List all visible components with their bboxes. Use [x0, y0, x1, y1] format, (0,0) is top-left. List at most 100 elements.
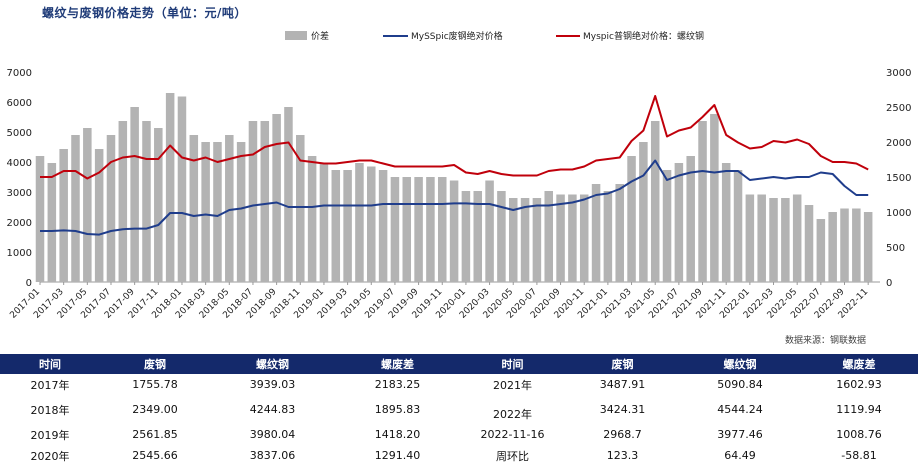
cell-time: 2018年	[30, 403, 70, 417]
header-time-1: 时间	[0, 354, 100, 374]
rebar-price-line	[40, 95, 869, 180]
spread-bar	[201, 142, 210, 282]
spread-bar	[378, 170, 388, 282]
spread-bar	[698, 121, 707, 282]
spread-bar	[130, 107, 139, 282]
left-tick-label: 1000	[7, 248, 32, 259]
cell-scrap: 1755.78	[132, 378, 178, 391]
cell-rebar: 4244.83	[249, 403, 296, 416]
chart-title: 螺纹与废钢价格走势（单位：元/吨）	[42, 6, 247, 20]
scrap-price-line	[40, 159, 869, 236]
cell-scrap-change: 123.3	[606, 449, 639, 462]
cell-time: 2021年	[493, 378, 532, 392]
legend-rebar-label: Myspic普钢绝对价格：螺纹钢	[583, 30, 704, 42]
cell-scrap: 3424.31	[599, 403, 646, 416]
cell-time: 2022-11-16	[480, 428, 545, 441]
left-tick-label: 3000	[7, 188, 32, 199]
left-tick-label: 7000	[7, 68, 32, 79]
spread-bar	[544, 191, 553, 282]
spread-bar	[508, 198, 518, 282]
spread-bar	[71, 135, 80, 282]
spread-bar	[402, 177, 412, 282]
cell-time: 2019年	[30, 428, 70, 442]
spread-bar	[568, 194, 577, 282]
right-tick-label: 2000	[886, 138, 911, 149]
cell-spread: 1008.76	[836, 428, 882, 441]
cell-scrap: 3487.91	[599, 378, 646, 391]
spread-bar	[603, 191, 613, 282]
spread-bar	[591, 184, 601, 282]
spread-bar	[426, 177, 435, 282]
right-tick-label: 2500	[886, 103, 911, 114]
cell-time: 2022年	[493, 407, 532, 421]
spread-bar	[260, 121, 270, 282]
spread-bar	[319, 163, 329, 282]
spread-bar	[579, 194, 589, 282]
spread-bar	[769, 198, 778, 282]
right-tick-label: 1500	[886, 173, 911, 184]
spread-bar	[804, 205, 814, 282]
header-scrap-2: 废钢	[565, 354, 680, 374]
spread-bar	[106, 135, 116, 282]
spread-bar	[650, 121, 660, 282]
left-tick-label: 2000	[7, 218, 32, 229]
spread-bar	[47, 163, 57, 282]
cell-scrap: 2561.85	[132, 428, 178, 441]
left-tick-label: 6000	[7, 98, 32, 109]
spread-bar	[59, 149, 68, 282]
spread-bar	[142, 121, 151, 282]
cell-spread: 1119.94	[836, 403, 882, 416]
right-tick-label: 500	[886, 243, 905, 254]
header-spread-1: 螺废差	[335, 354, 460, 374]
table-header-row: 时间 废钢 螺纹钢 螺废差 时间 废钢 螺纹钢 螺废差	[0, 354, 918, 374]
cell-rebar: 3980.04	[249, 428, 296, 441]
table-row: 2019年 2561.85 3980.04 1418.20 2022-11-16…	[0, 424, 918, 445]
spread-bar	[686, 156, 695, 282]
header-rebar-1: 螺纹钢	[210, 354, 335, 374]
cell-rebar: 4544.24	[717, 403, 763, 416]
cell-rebar: 3977.46	[717, 428, 763, 441]
spread-bar	[118, 121, 128, 282]
spread-bar	[863, 212, 873, 282]
spread-bar	[473, 191, 483, 282]
cell-spread: 1291.40	[374, 449, 421, 462]
right-tick-label: 3000	[886, 68, 911, 79]
table-row: 2020年 2545.66 3837.06 1291.40 周环比 123.3 …	[0, 445, 918, 466]
table-row: 2018年 2349.00 4244.83 1895.83 2022年 3424…	[0, 395, 918, 424]
cell-time: 周环比	[496, 449, 529, 463]
cell-scrap: 2968.7	[603, 428, 642, 441]
cell-rebar: 3837.06	[249, 449, 296, 462]
spread-bar	[331, 170, 341, 282]
cell-spread: 1895.83	[374, 403, 421, 416]
cell-rebar: 3939.03	[249, 378, 296, 391]
spread-bar	[639, 142, 648, 282]
spread-bar	[828, 212, 837, 282]
left-tick-label: 4000	[7, 158, 32, 169]
spread-bar	[165, 93, 175, 282]
spread-bar	[840, 208, 849, 282]
spread-bar	[757, 194, 766, 282]
spread-bar	[83, 128, 92, 282]
left-tick-label: 5000	[7, 128, 32, 139]
spread-bar	[177, 96, 187, 282]
legend-spread-label: 价差	[311, 30, 329, 42]
spread-bar	[781, 198, 790, 282]
spread-bar	[272, 114, 281, 282]
header-spread-2: 螺废差	[800, 354, 918, 374]
spread-bar	[662, 170, 672, 282]
spread-bar	[485, 180, 494, 282]
spread-bar	[556, 194, 565, 282]
spread-bar	[437, 177, 447, 282]
spread-bar	[497, 191, 506, 282]
price-chart: 价差 MySSpic废钢绝对价格 Myspic普钢绝对价格：螺纹钢 0 1000 2000…	[7, 30, 912, 321]
spread-bar	[94, 149, 104, 282]
cell-time: 2017年	[30, 378, 70, 392]
cell-spread: 2183.25	[374, 378, 421, 391]
data-source: 数据来源：钢联数据	[785, 336, 867, 346]
spread-bar	[154, 128, 163, 282]
spread-bar	[733, 170, 743, 282]
cell-time: 2020年	[30, 449, 70, 463]
spread-bar	[532, 198, 542, 282]
table-row: 2017年 1755.78 3939.03 2183.25 2021年 3487…	[0, 374, 918, 395]
cell-rebar-change: 64.49	[724, 449, 756, 462]
